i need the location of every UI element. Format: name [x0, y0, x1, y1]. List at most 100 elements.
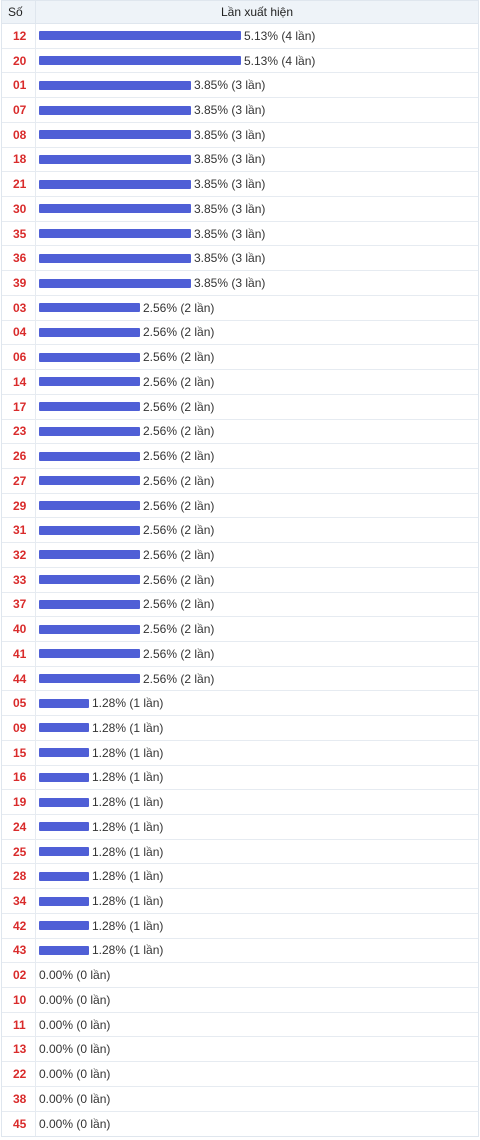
table-row: 23 2.56% (2 lần) — [2, 419, 478, 445]
table-row: 40 2.56% (2 lần) — [2, 617, 478, 642]
frequency-label: 2.56% (2 lần) — [143, 547, 215, 562]
frequency-cell: 2.56% (2 lần) — [36, 370, 478, 394]
frequency-label: 3.85% (3 lần) — [194, 177, 266, 192]
row-number: 13 — [2, 1037, 36, 1062]
row-number: 33 — [2, 567, 36, 592]
frequency-label: 0.00% (0 lần) — [39, 1116, 111, 1131]
table-row: 08 3.85% (3 lần) — [2, 122, 478, 148]
frequency-label: 2.56% (2 lần) — [143, 374, 215, 389]
row-number: 28 — [2, 864, 36, 889]
table-row: 25 1.28% (1 lần) — [2, 839, 478, 865]
table-row: 43 1.28% (1 lần) — [2, 938, 478, 964]
table-row: 35 3.85% (3 lần) — [2, 221, 478, 247]
frequency-bar — [39, 31, 241, 41]
row-number: 17 — [2, 394, 36, 419]
row-number: 39 — [2, 271, 36, 295]
frequency-label: 1.28% (1 lần) — [92, 720, 164, 735]
frequency-label: 1.28% (1 lần) — [92, 869, 164, 884]
frequency-cell: 1.28% (1 lần) — [36, 914, 478, 938]
frequency-cell: 1.28% (1 lần) — [36, 691, 478, 715]
frequency-cell: 0.00% (0 lần) — [36, 988, 478, 1012]
row-number: 23 — [2, 419, 36, 444]
frequency-cell: 3.85% (3 lần) — [36, 172, 478, 196]
number-column-header: Số — [2, 1, 36, 23]
row-number: 31 — [2, 518, 36, 543]
table-row: 21 3.85% (3 lần) — [2, 172, 478, 198]
frequency-bar — [39, 871, 89, 881]
row-number: 22 — [2, 1062, 36, 1086]
frequency-label: 5.13% (4 lần) — [244, 28, 316, 43]
table-row: 44 2.56% (2 lần) — [2, 666, 478, 692]
frequency-cell: 1.28% (1 lần) — [36, 790, 478, 814]
frequency-bar — [39, 476, 140, 486]
frequency-label: 2.56% (2 lần) — [143, 350, 215, 365]
frequency-label: 1.28% (1 lần) — [92, 819, 164, 834]
table-row: 20 5.13% (4 lần) — [2, 48, 478, 74]
frequency-bar — [39, 105, 191, 115]
table-row: 24 1.28% (1 lần) — [2, 815, 478, 840]
frequency-label: 0.00% (0 lần) — [39, 1017, 111, 1032]
frequency-label: 2.56% (2 lần) — [143, 597, 215, 612]
table-row: 02 0.00% (0 lần) — [2, 963, 478, 989]
frequency-bar — [39, 896, 89, 906]
table-row: 17 2.56% (2 lần) — [2, 394, 478, 420]
row-number: 27 — [2, 468, 36, 493]
frequency-label: 2.56% (2 lần) — [143, 572, 215, 587]
frequency-bar — [39, 847, 89, 857]
table-row: 28 1.28% (1 lần) — [2, 864, 478, 890]
row-number: 12 — [2, 24, 36, 48]
frequency-bar — [39, 154, 191, 164]
table-body: 12 5.13% (4 lần) 20 5.13% (4 lần) 01 3.85% (3… — [2, 24, 478, 1137]
table-row: 32 2.56% (2 lần) — [2, 543, 478, 568]
frequency-cell: 3.85% (3 lần) — [36, 222, 478, 246]
table-row: 26 2.56% (2 lần) — [2, 444, 478, 469]
frequency-bar — [39, 748, 89, 758]
frequency-bar — [39, 822, 89, 832]
frequency-label: 1.28% (1 lần) — [92, 894, 164, 909]
frequency-label: 0.00% (0 lần) — [39, 992, 111, 1007]
frequency-bar — [39, 921, 89, 931]
frequency-label: 3.85% (3 lần) — [194, 78, 266, 93]
row-number: 04 — [2, 320, 36, 345]
row-number: 25 — [2, 839, 36, 864]
row-number: 19 — [2, 790, 36, 814]
row-number: 42 — [2, 913, 36, 938]
frequency-label: 0.00% (0 lần) — [39, 1042, 111, 1057]
frequency-cell: 2.56% (2 lần) — [36, 469, 478, 493]
frequency-cell: 1.28% (1 lần) — [36, 864, 478, 888]
frequency-bar — [39, 56, 241, 66]
table-row: 13 0.00% (0 lần) — [2, 1037, 478, 1063]
row-number: 29 — [2, 493, 36, 518]
table-row: 12 5.13% (4 lần) — [2, 24, 478, 49]
table-row: 37 2.56% (2 lần) — [2, 592, 478, 618]
table-row: 14 2.56% (2 lần) — [2, 370, 478, 395]
frequency-cell: 3.85% (3 lần) — [36, 197, 478, 221]
row-number: 34 — [2, 889, 36, 913]
table-row: 09 1.28% (1 lần) — [2, 716, 478, 741]
table-row: 11 0.00% (0 lần) — [2, 1012, 478, 1038]
frequency-label: 3.85% (3 lần) — [194, 226, 266, 241]
frequency-label: 2.56% (2 lần) — [143, 671, 215, 686]
table-row: 41 2.56% (2 lần) — [2, 641, 478, 667]
table-row: 03 2.56% (2 lần) — [2, 295, 478, 321]
frequency-cell: 3.85% (3 lần) — [36, 123, 478, 147]
frequency-bar — [39, 179, 191, 189]
table-row: 29 2.56% (2 lần) — [2, 493, 478, 519]
frequency-cell: 1.28% (1 lần) — [36, 939, 478, 963]
row-number: 45 — [2, 1111, 36, 1137]
frequency-label: 3.85% (3 lần) — [194, 276, 266, 291]
table-row: 18 3.85% (3 lần) — [2, 147, 478, 173]
frequency-label: 2.56% (2 lần) — [143, 300, 215, 315]
frequency-label: 2.56% (2 lần) — [143, 523, 215, 538]
frequency-bar — [39, 624, 140, 634]
table-row: 30 3.85% (3 lần) — [2, 197, 478, 222]
table-row: 16 1.28% (1 lần) — [2, 765, 478, 791]
table-row: 38 0.00% (0 lần) — [2, 1086, 478, 1112]
frequency-label: 2.56% (2 lần) — [143, 325, 215, 340]
row-number: 36 — [2, 246, 36, 271]
frequency-cell: 2.56% (2 lần) — [36, 321, 478, 345]
table-row: 06 2.56% (2 lần) — [2, 345, 478, 371]
row-number: 03 — [2, 295, 36, 320]
frequency-label: 0.00% (0 lần) — [39, 1091, 111, 1106]
frequency-label: 0.00% (0 lần) — [39, 968, 111, 983]
